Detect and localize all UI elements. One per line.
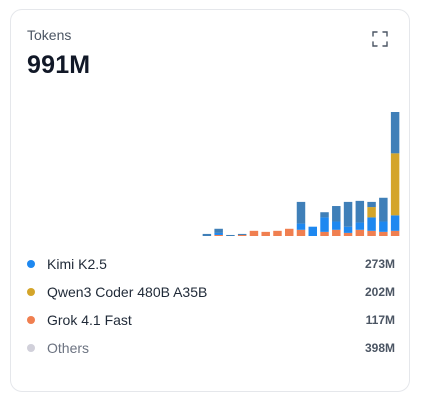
legend-label-others: Others: [47, 340, 90, 356]
bar-segment-14-series-1[interactable]: [355, 229, 365, 236]
bar-segment-15-series-2[interactable]: [367, 217, 376, 231]
bar-segment-4-series-1[interactable]: [237, 234, 247, 236]
legend-item-qwen[interactable]: Qwen3 Coder 480B A35B 202M: [25, 278, 397, 306]
legend-dot-others: [27, 344, 35, 352]
legend-value-grok: 117M: [365, 313, 395, 327]
bar-segment-15-series-1[interactable]: [367, 230, 376, 236]
legend: Kimi K2.5 273M Qwen3 Coder 480B A35B 202…: [25, 250, 397, 362]
legend-item-grok[interactable]: Grok 4.1 Fast 117M: [25, 306, 397, 334]
bar-segment-12-series-1[interactable]: [332, 229, 341, 236]
legend-label-qwen: Qwen3 Coder 480B A35B: [47, 284, 208, 300]
bar-segment-8-series-1[interactable]: [285, 228, 294, 236]
legend-label-kimi: Kimi K2.5: [47, 256, 107, 272]
bar-segment-17-series-1[interactable]: [390, 230, 400, 236]
bar-segment-11-series-2[interactable]: [320, 217, 329, 232]
total-tokens-value: 991M: [27, 51, 91, 79]
legend-item-kimi[interactable]: Kimi K2.5 273M: [25, 250, 397, 278]
legend-dot-grok: [27, 316, 35, 324]
expand-icon[interactable]: [371, 30, 389, 48]
bar-segment-11-series-1[interactable]: [320, 231, 329, 236]
legend-value-others: 398M: [364, 341, 395, 355]
legend-item-others[interactable]: Others 398M: [25, 334, 397, 362]
bar-segment-13-series-2[interactable]: [343, 226, 353, 233]
bar-segment-9-series-1[interactable]: [296, 229, 306, 236]
bar-segment-3-series-4[interactable]: [226, 234, 235, 236]
legend-value-kimi: 273M: [364, 257, 395, 271]
bar-segment-9-series-4[interactable]: [296, 201, 306, 224]
tokens-bar-chart: [202, 112, 400, 236]
tokens-card: Tokens 991M Kimi K2.5 273M Qwen3 Coder 4…: [10, 9, 410, 392]
legend-dot-qwen: [27, 288, 35, 296]
bar-segment-6-series-1[interactable]: [261, 231, 270, 236]
bar-segment-5-series-1[interactable]: [249, 230, 259, 236]
bar-segment-2-series-1[interactable]: [214, 234, 223, 236]
bar-segment-16-series-2[interactable]: [379, 221, 388, 232]
bar-segment-17-series-2[interactable]: [390, 215, 400, 231]
bar-segment-1-series-4[interactable]: [202, 233, 212, 236]
legend-dot-kimi: [27, 260, 35, 268]
bar-segment-12-series-4[interactable]: [332, 206, 341, 222]
legend-label-grok: Grok 4.1 Fast: [47, 312, 132, 328]
bar-segment-14-series-2[interactable]: [355, 222, 365, 230]
bar-segment-15-series-3[interactable]: [367, 207, 376, 218]
bar-segment-17-series-4[interactable]: [390, 112, 400, 154]
bar-segment-13-series-4[interactable]: [343, 201, 353, 227]
bar-segment-2-series-2[interactable]: [214, 232, 223, 235]
card-title: Tokens: [27, 27, 72, 43]
bar-segment-2-series-4[interactable]: [214, 228, 223, 233]
bar-segment-10-series-2[interactable]: [308, 226, 317, 236]
legend-value-qwen: 202M: [364, 285, 395, 299]
bar-segment-4-series-4[interactable]: [237, 233, 247, 235]
bar-segment-7-series-1[interactable]: [273, 230, 282, 236]
bar-segment-15-series-4[interactable]: [367, 201, 376, 208]
bar-segment-9-series-2[interactable]: [296, 223, 306, 230]
bar-segment-11-series-4[interactable]: [320, 212, 329, 218]
bar-segment-13-series-1[interactable]: [343, 232, 353, 236]
bar-segment-16-series-4[interactable]: [379, 197, 388, 222]
bar-segment-17-series-3[interactable]: [390, 153, 400, 216]
bar-segment-16-series-1[interactable]: [379, 231, 388, 236]
bar-segment-14-series-4[interactable]: [355, 200, 365, 223]
bar-segment-12-series-2[interactable]: [332, 221, 341, 230]
